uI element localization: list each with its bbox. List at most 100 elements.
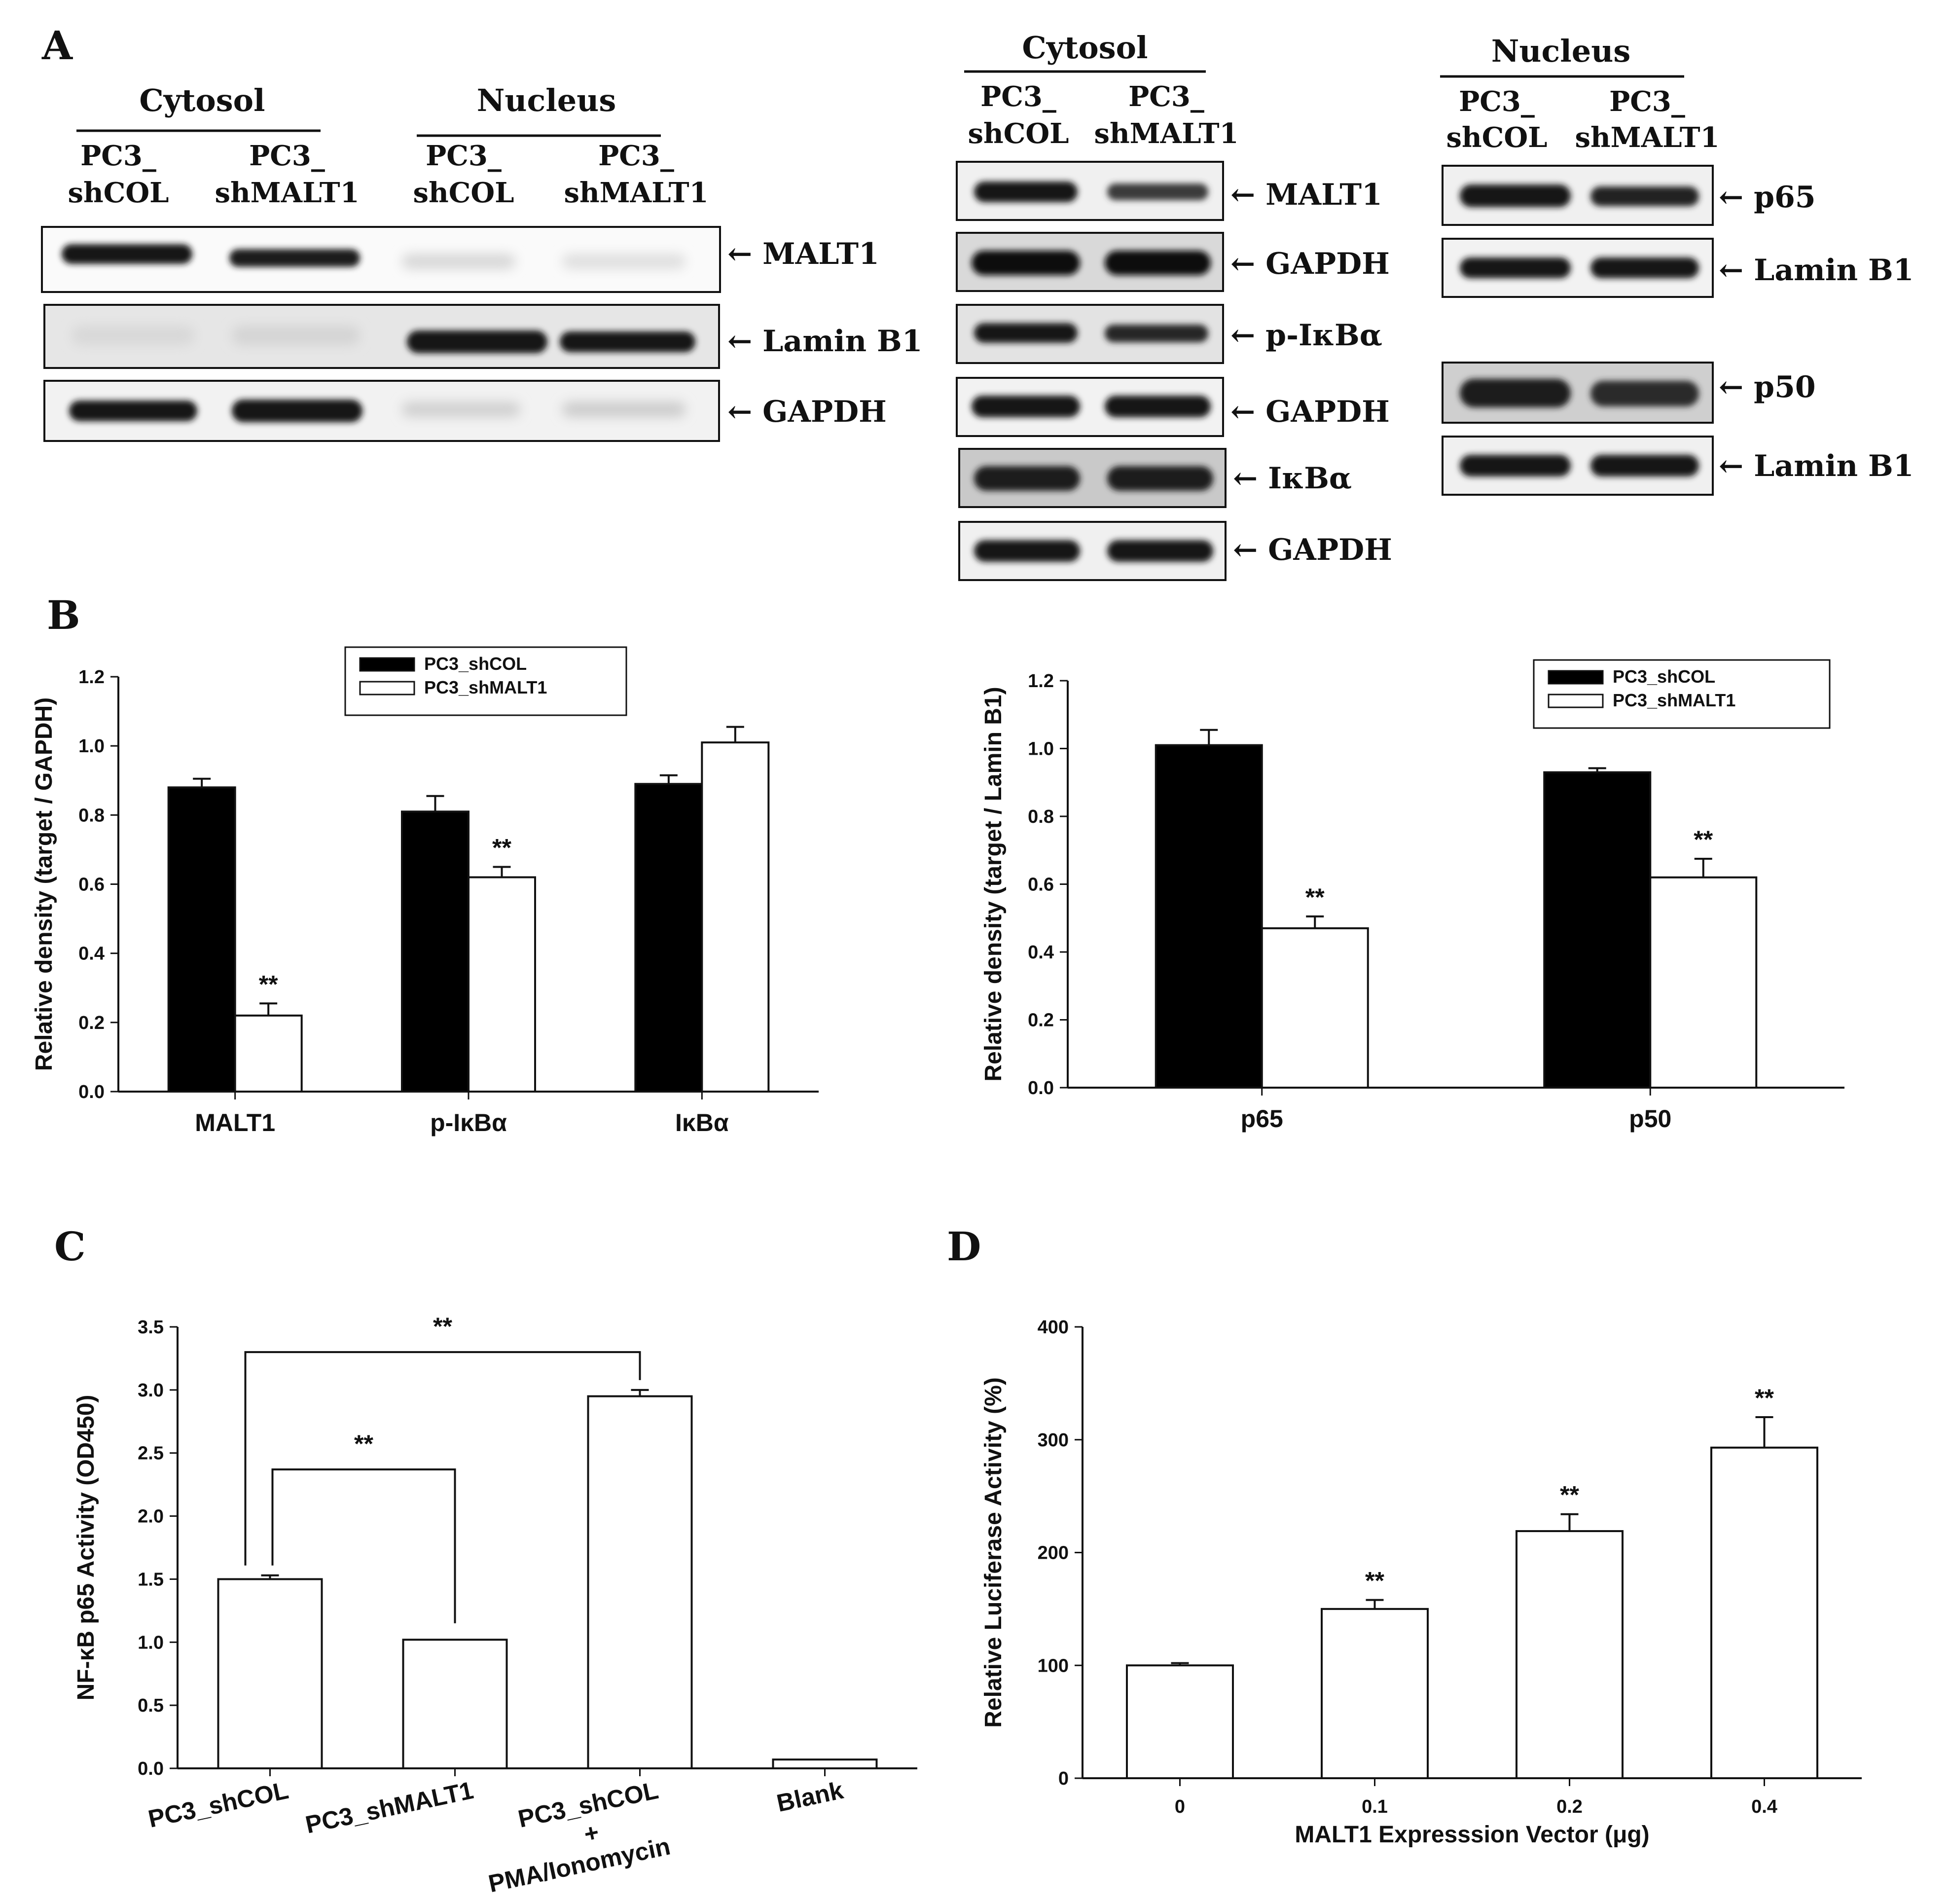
blot-strip-p65 bbox=[1442, 165, 1714, 226]
lane-label: shMALT1 bbox=[564, 177, 708, 209]
x-tick-label: PC3_shMALT1 bbox=[303, 1776, 475, 1839]
bar bbox=[1321, 1608, 1429, 1779]
x-tick-label: p50 bbox=[1629, 1105, 1671, 1133]
x-tick-label: 0.1 bbox=[1362, 1796, 1388, 1817]
lane-label: PC3_ bbox=[1459, 85, 1535, 118]
significance-mark: ** bbox=[1694, 826, 1713, 853]
y-tick-label: 0.2 bbox=[1028, 1010, 1054, 1031]
band-label-gapdh: ← GAPDH bbox=[1230, 395, 1390, 429]
bar bbox=[402, 1639, 508, 1769]
y-axis-label: Relative density (target / Lamin B1) bbox=[980, 687, 1007, 1081]
x-axis-label: MALT1 Expresssion Vector (μg) bbox=[1295, 1822, 1649, 1848]
legend-swatch bbox=[359, 657, 415, 672]
comparison-bracket bbox=[271, 1468, 456, 1623]
blot-strip-lamin-b1 bbox=[43, 304, 720, 369]
lane-label: PC3_ bbox=[1609, 85, 1685, 118]
bar-pc3-shcol bbox=[1543, 771, 1652, 1089]
significance-mark: ** bbox=[492, 834, 511, 861]
y-axis-label: NF-κB p65 Activity (OD450) bbox=[73, 1395, 99, 1701]
blot-strip-malt1 bbox=[956, 161, 1224, 221]
significance-mark: ** bbox=[1305, 883, 1325, 911]
comparison-bracket bbox=[244, 1351, 641, 1566]
group-label-cytosol: Cytosol bbox=[139, 82, 265, 118]
x-tick-label: 0.2 bbox=[1556, 1796, 1583, 1817]
blot-strip-gapdh bbox=[958, 521, 1227, 581]
panel-letter-c: C bbox=[54, 1223, 86, 1270]
y-tick-label: 0.4 bbox=[78, 944, 105, 964]
lane-label: PC3_ bbox=[249, 140, 325, 172]
group-label-nucleus: Nucleus bbox=[1491, 33, 1630, 69]
chart-b-left: 0.0 0.2 0.4 0.6 0.8 1.0 1.2 Relative density (t… bbox=[31, 646, 819, 1136]
chart-d: 0 100 200 300 400 Relative Luciferase Activit… bbox=[980, 1317, 1862, 1848]
lane-label: PC3_ bbox=[1128, 80, 1204, 113]
bar bbox=[587, 1395, 693, 1769]
blot-strip-gapdh bbox=[43, 380, 720, 442]
legend-label: PC3_shMALT1 bbox=[424, 677, 547, 697]
x-tick-label: PC3_shCOL+PMA/Ionomycin bbox=[474, 1776, 673, 1898]
chart-c: 0.0 0.5 1.0 1.5 2.0 2.5 3.0 3.5 NF-κB p65 Activi… bbox=[73, 1313, 917, 1898]
y-tick-label: 1.0 bbox=[78, 736, 105, 757]
legend-swatch bbox=[1548, 694, 1604, 708]
bar-pc3-shmalt1 bbox=[1649, 876, 1758, 1089]
lane-label: shMALT1 bbox=[1575, 121, 1719, 154]
bar-pc3-shmalt1 bbox=[234, 1014, 303, 1093]
lane-label: PC3_ bbox=[598, 140, 674, 172]
lane-label: PC3_ bbox=[980, 80, 1056, 113]
bar-pc3-shmalt1 bbox=[468, 876, 536, 1093]
y-tick-label: 0.6 bbox=[78, 875, 105, 895]
band-label-lamin-b1: ← Lamin B1 bbox=[727, 324, 922, 359]
bar bbox=[217, 1578, 323, 1769]
y-tick-label: 1.2 bbox=[78, 667, 105, 688]
legend-label: PC3_shCOL bbox=[1613, 666, 1715, 687]
y-tick-label: 1.0 bbox=[1028, 739, 1054, 760]
band-label-lamin-b1: ← Lamin B1 bbox=[1719, 253, 1914, 288]
y-tick-label: 200 bbox=[1038, 1543, 1069, 1564]
significance-mark: ** bbox=[354, 1430, 373, 1458]
y-tick-label: 1.0 bbox=[138, 1632, 164, 1653]
lane-label: shCOL bbox=[1446, 121, 1548, 154]
x-tick-label: p-IκBα bbox=[430, 1109, 507, 1136]
panel-letter-d: D bbox=[947, 1223, 981, 1270]
bar-pc3-shcol bbox=[634, 783, 703, 1093]
bar bbox=[1710, 1446, 1818, 1779]
band-label-lamin-b1: ← Lamin B1 bbox=[1719, 449, 1914, 483]
blot-strip-p50 bbox=[1442, 362, 1714, 424]
y-tick-label: 1.2 bbox=[1028, 671, 1054, 692]
band-label-malt1: ← MALT1 bbox=[1230, 178, 1382, 212]
y-tick-label: 2.5 bbox=[138, 1443, 164, 1464]
blot-cytosol: Cytosol PC3_ shCOL PC3_ shMALT1 ← MALT1 … bbox=[956, 30, 1392, 581]
group-label-nucleus: Nucleus bbox=[477, 82, 616, 118]
significance-mark: ** bbox=[1365, 1567, 1384, 1595]
y-tick-label: 0.4 bbox=[1028, 942, 1054, 963]
x-tick-label: PC3_shCOL bbox=[145, 1776, 290, 1833]
lane-label: shMALT1 bbox=[215, 177, 359, 209]
x-tick-label: MALT1 bbox=[195, 1109, 275, 1136]
band-label-p50: ← p50 bbox=[1719, 370, 1816, 404]
bar bbox=[1126, 1664, 1234, 1779]
legend-label: PC3_shCOL bbox=[424, 654, 527, 674]
band-label-gapdh: ← GAPDH bbox=[727, 395, 887, 429]
y-tick-label: 0.2 bbox=[78, 1013, 105, 1033]
significance-mark: ** bbox=[433, 1313, 452, 1340]
y-tick-label: 0.8 bbox=[78, 805, 105, 826]
y-axis-label: Relative density (target / GAPDH) bbox=[31, 697, 57, 1071]
legend-swatch bbox=[359, 681, 415, 696]
lane-label: shCOL bbox=[413, 177, 514, 209]
chart-b-right: 0.0 0.2 0.4 0.6 0.8 1.0 1.2 Relative density (t… bbox=[980, 659, 1844, 1133]
bar bbox=[1516, 1530, 1624, 1780]
bar-pc3-shcol bbox=[401, 810, 469, 1093]
y-axis-label: Relative Luciferase Activity (%) bbox=[980, 1377, 1007, 1727]
y-tick-label: 0.5 bbox=[138, 1695, 164, 1716]
blot-strip-lamin-b1 bbox=[1442, 436, 1714, 496]
y-tick-label: 3.5 bbox=[138, 1317, 164, 1338]
y-tick-label: 0.0 bbox=[1028, 1078, 1054, 1098]
band-label-p-ikba: ← p-IκBα bbox=[1230, 318, 1382, 353]
bar bbox=[772, 1758, 878, 1770]
x-tick-label: 0.4 bbox=[1751, 1796, 1777, 1817]
y-tick-label: 100 bbox=[1038, 1655, 1069, 1676]
legend-label: PC3_shMALT1 bbox=[1613, 690, 1735, 710]
significance-mark: ** bbox=[259, 970, 278, 998]
group-label-cytosol: Cytosol bbox=[1022, 30, 1148, 66]
